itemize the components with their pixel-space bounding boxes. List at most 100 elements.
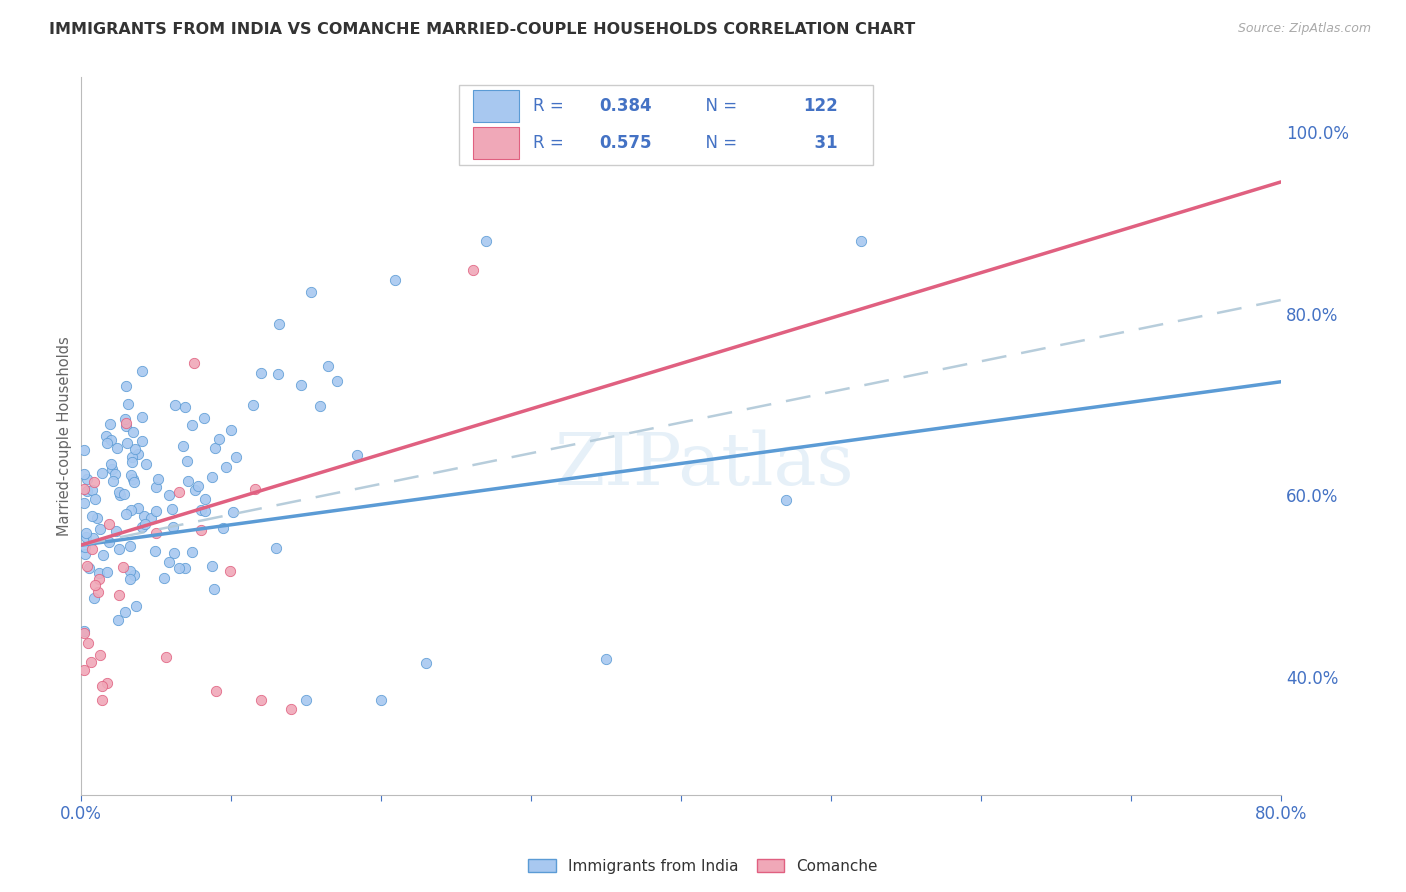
Point <box>194 491 217 506</box>
Point <box>294 692 316 706</box>
Point <box>73 482 96 496</box>
Point <box>176 454 198 468</box>
Point <box>162 519 184 533</box>
Point <box>105 524 128 538</box>
Text: 31: 31 <box>803 135 838 153</box>
Point <box>73 548 96 562</box>
Point <box>143 543 166 558</box>
Text: N =: N = <box>695 135 742 153</box>
Point <box>100 457 122 471</box>
Point <box>114 418 136 433</box>
Point <box>112 559 135 574</box>
Point <box>115 379 138 393</box>
Point <box>384 273 406 287</box>
Point <box>174 560 197 574</box>
Point <box>181 417 204 432</box>
Point <box>86 511 108 525</box>
Text: R =: R = <box>533 135 569 153</box>
Point <box>121 468 143 483</box>
Point <box>108 488 131 502</box>
Point <box>249 367 271 381</box>
Text: IMMIGRANTS FROM INDIA VS COMANCHE MARRIED-COUPLE HOUSEHOLDS CORRELATION CHART: IMMIGRANTS FROM INDIA VS COMANCHE MARRIE… <box>49 22 915 37</box>
Point <box>131 520 153 534</box>
Point <box>165 398 187 412</box>
Point <box>135 457 157 471</box>
Point <box>72 496 94 510</box>
Text: ZIPatlas: ZIPatlas <box>555 430 855 500</box>
Point <box>107 613 129 627</box>
Point <box>82 542 104 557</box>
FancyBboxPatch shape <box>458 85 873 165</box>
Point <box>190 502 212 516</box>
Point <box>145 526 167 541</box>
Point <box>267 318 290 332</box>
Point <box>96 429 118 443</box>
Point <box>118 572 141 586</box>
Point <box>83 591 105 605</box>
Point <box>172 439 194 453</box>
FancyBboxPatch shape <box>472 90 519 122</box>
Point <box>134 509 156 524</box>
Point <box>127 500 149 515</box>
Point <box>107 542 129 557</box>
Point <box>87 572 110 586</box>
Point <box>221 505 243 519</box>
Point <box>849 234 872 248</box>
Point <box>267 367 290 381</box>
Point <box>83 475 105 490</box>
Point <box>370 692 392 706</box>
Point <box>595 652 617 666</box>
Point <box>163 546 186 560</box>
Point <box>201 559 224 574</box>
Point <box>82 531 104 545</box>
Point <box>201 470 224 484</box>
Point <box>80 655 103 669</box>
Point <box>84 492 107 507</box>
Legend: Immigrants from India, Comanche: Immigrants from India, Comanche <box>522 853 884 880</box>
Point <box>157 488 180 502</box>
Text: 0.384: 0.384 <box>599 97 652 115</box>
Point <box>127 447 149 461</box>
Point <box>775 492 797 507</box>
Point <box>122 568 145 582</box>
FancyBboxPatch shape <box>472 128 519 160</box>
Point <box>120 503 142 517</box>
Point <box>131 409 153 424</box>
Point <box>309 399 332 413</box>
Point <box>114 487 136 501</box>
Point <box>75 540 97 554</box>
Point <box>249 692 271 706</box>
Point <box>193 411 215 425</box>
Point <box>243 482 266 496</box>
Y-axis label: Married-couple Households: Married-couple Households <box>58 336 72 536</box>
Point <box>204 441 226 455</box>
Point <box>146 473 169 487</box>
Text: R =: R = <box>533 97 569 115</box>
Point <box>72 663 94 677</box>
Point <box>301 285 323 299</box>
Point <box>131 434 153 448</box>
Point <box>76 559 98 574</box>
Point <box>219 423 242 437</box>
Point <box>104 467 127 482</box>
Point <box>75 530 97 544</box>
Point <box>100 433 122 447</box>
Point <box>242 398 264 412</box>
Point <box>120 564 142 578</box>
Point <box>152 570 174 584</box>
Point <box>76 635 98 649</box>
Text: N =: N = <box>695 97 742 115</box>
Point <box>204 683 226 698</box>
Point <box>96 566 118 580</box>
Point <box>187 479 209 493</box>
Point <box>121 450 143 464</box>
Point <box>97 535 120 549</box>
Point <box>219 564 242 578</box>
Point <box>100 462 122 476</box>
Point <box>114 507 136 521</box>
Point <box>120 539 142 553</box>
Point <box>101 474 124 488</box>
Point <box>211 521 233 535</box>
Point <box>91 548 114 562</box>
Text: Source: ZipAtlas.com: Source: ZipAtlas.com <box>1237 22 1371 36</box>
